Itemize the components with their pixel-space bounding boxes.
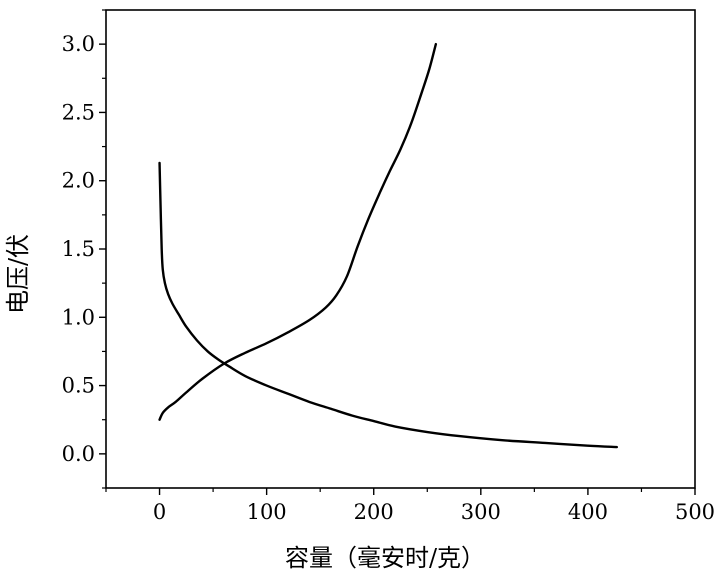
y-tick-label: 2.5 <box>62 100 95 124</box>
y-tick-label: 2.0 <box>62 169 95 193</box>
x-tick-label: 0 <box>153 500 166 524</box>
plot-frame <box>106 10 695 488</box>
x-tick-label: 300 <box>461 500 501 524</box>
x-tick-label: 100 <box>247 500 287 524</box>
y-tick-label: 1.5 <box>62 237 95 261</box>
x-tick-label: 400 <box>568 500 608 524</box>
y-tick-label: 0.0 <box>62 442 95 466</box>
x-axis-title: 容量（毫安时/克） <box>285 544 485 572</box>
y-tick-label: 3.0 <box>62 32 95 56</box>
discharge-curve <box>160 163 617 447</box>
x-tick-label: 200 <box>354 500 394 524</box>
y-tick-label: 1.0 <box>62 305 95 329</box>
y-axis-title: 电压/伏 <box>4 234 32 314</box>
charge-curve <box>160 44 436 420</box>
y-tick-label: 0.5 <box>62 374 95 398</box>
x-tick-label: 500 <box>675 500 715 524</box>
